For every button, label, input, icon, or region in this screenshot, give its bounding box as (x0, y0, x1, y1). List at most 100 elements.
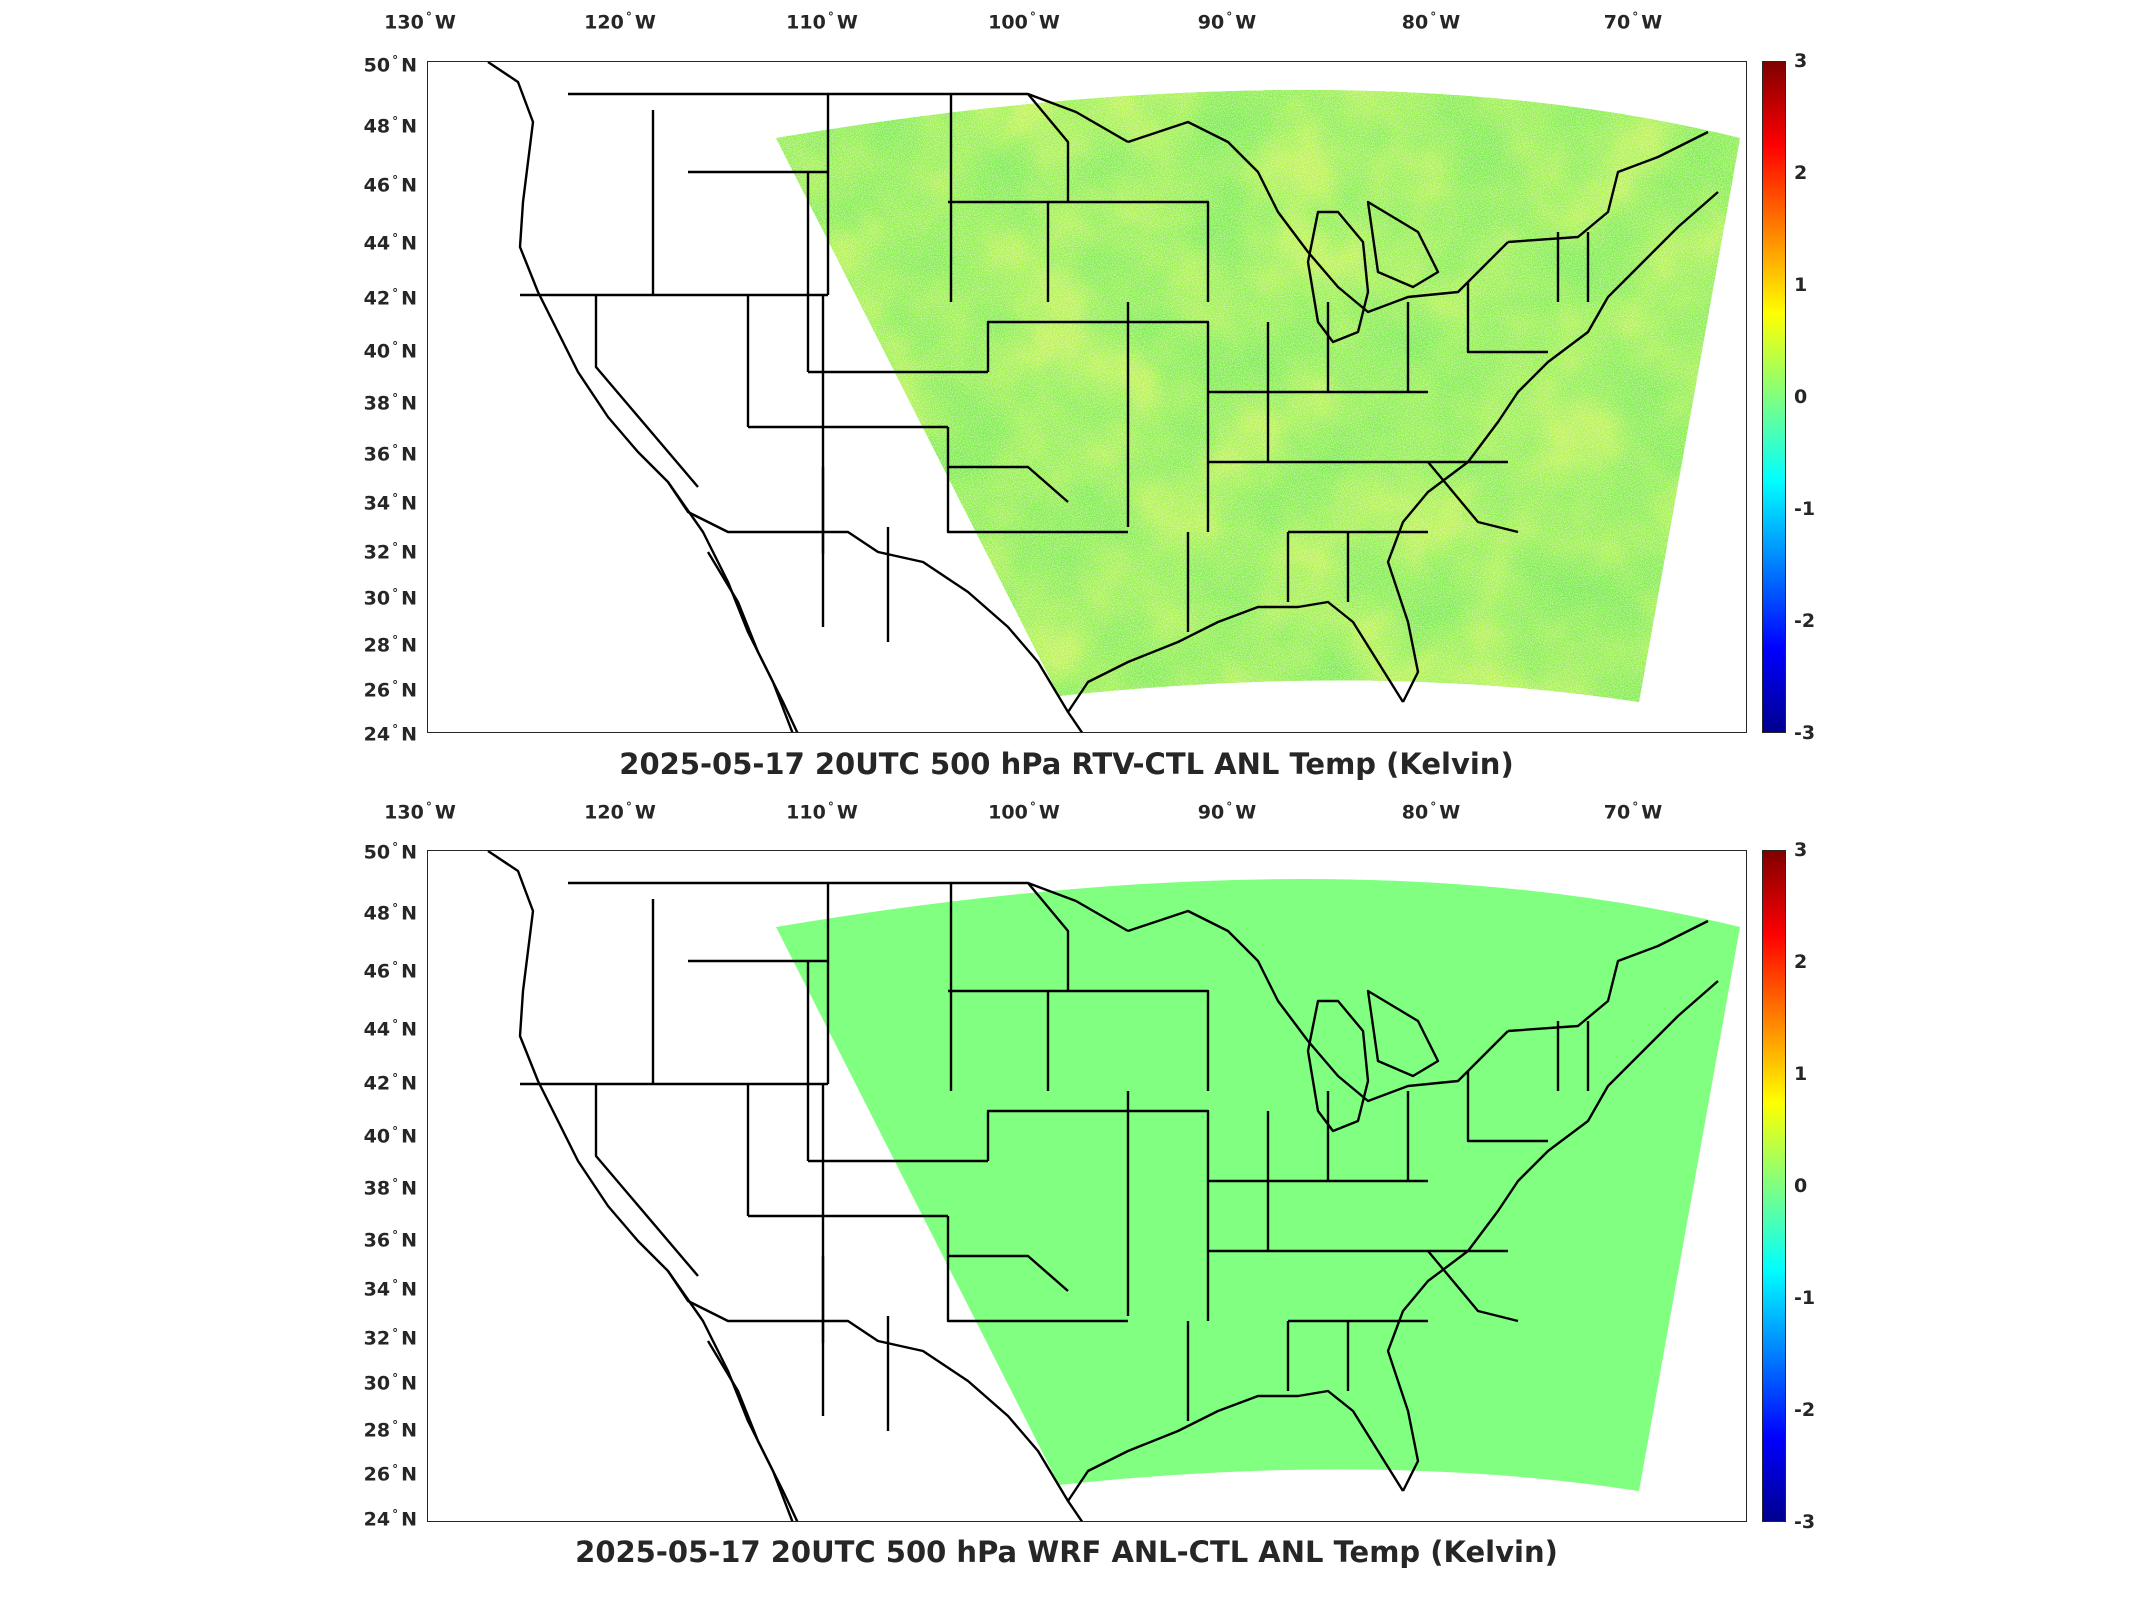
longitude-tick-label: 80 ° W (1401, 800, 1461, 824)
boundary-line (823, 1319, 1070, 1502)
longitude-tick-label: 110 ° W (786, 10, 858, 34)
latitude-tick-label: 40 ° N (363, 339, 417, 363)
boundary-line (1466, 282, 1548, 354)
colorbar-tick-label: 3 (1794, 50, 1808, 72)
boundary-line (594, 1084, 699, 1277)
latitude-tick-label: 34 ° N (363, 491, 417, 515)
boundary-line (1027, 93, 1070, 202)
colorbar-tick-label: 2 (1794, 162, 1808, 184)
latitude-tick-label: 26 ° N (363, 678, 417, 702)
colorbar-tick-label: 1 (1794, 1063, 1808, 1085)
boundary-line (1128, 989, 1210, 1091)
map-svg (487, 62, 1740, 732)
latitude-tick-label: 24 ° N (363, 1507, 417, 1531)
boundary-line (1427, 461, 1519, 534)
latitude-tick-label: 30 ° N (363, 1371, 417, 1395)
latitude-tick-label: 38 ° N (363, 1176, 417, 1200)
latitude-tick-label: 34 ° N (363, 1277, 417, 1301)
boundary-line (1066, 1389, 1405, 1521)
boundary-line (946, 1216, 1069, 1292)
colorbar-tick-label: 1 (1794, 274, 1808, 296)
longitude-tick-label: 70 ° W (1603, 800, 1663, 824)
boundary-line (1366, 200, 1440, 289)
latitude-tick-label: 32 ° N (363, 1326, 417, 1350)
latitude-tick-label: 48 ° N (363, 901, 417, 925)
boundary-line (667, 1270, 823, 1323)
latitude-tick-label: 44 ° N (363, 231, 417, 255)
colorbar-tick-label: -3 (1794, 722, 1816, 744)
latitude-tick-label: 46 ° N (363, 959, 417, 983)
boundary-line (1507, 919, 1709, 1033)
colorbar-tick-label: 0 (1794, 1175, 1808, 1197)
latitude-tick-label: 36 ° N (363, 442, 417, 466)
colorbar-tick-label: 0 (1794, 386, 1808, 408)
boundary-line (568, 92, 1129, 144)
boundary-line (1507, 130, 1709, 244)
panel-title: 2025-05-17 20UTC 500 hPa WRF ANL-CTL ANL… (575, 1535, 1558, 1569)
longitude-tick-label: 130 ° W (384, 10, 456, 34)
latitude-tick-label: 42 ° N (363, 1071, 417, 1095)
colorbar-tick-label: -2 (1794, 610, 1816, 632)
latitude-tick-label: 24 ° N (363, 722, 417, 746)
analysis-difference-field (776, 90, 1740, 702)
boundary-line (1427, 1250, 1519, 1323)
latitude-tick-label: 40 ° N (363, 1124, 417, 1148)
bottom-panel: 130 ° W 120 ° W 110 ° W 100 ° W 90 ° W 80 ° W 70 ° W 50 ° N 48 °… (0, 790, 2133, 1600)
map-plot-area (427, 61, 1747, 733)
longitude-tick-label: 100 ° W (988, 10, 1060, 34)
boundary-line (986, 1109, 1128, 1161)
latitude-tick-label: 30 ° N (363, 586, 417, 610)
longitude-tick-label: 80 ° W (1401, 10, 1461, 34)
boundary-line (823, 530, 1070, 713)
boundary-line (1127, 909, 1509, 1103)
longitude-tick-label: 100 ° W (988, 800, 1060, 824)
longitude-tick-label: 110 ° W (786, 800, 858, 824)
latitude-tick-label: 28 ° N (363, 1418, 417, 1442)
colorbar-tick-label: 2 (1794, 951, 1808, 973)
latitude-tick-label: 32 ° N (363, 540, 417, 564)
boundary-line (986, 320, 1128, 372)
latitude-tick-label: 48 ° N (363, 114, 417, 138)
latitude-tick-label: 28 ° N (363, 633, 417, 657)
longitude-tick-label: 70 ° W (1603, 10, 1663, 34)
boundary-line (706, 1340, 799, 1521)
colorbar-tick-label: -1 (1794, 1287, 1816, 1309)
state-and-coast-boundaries (487, 62, 1719, 732)
boundary-line (1366, 989, 1440, 1078)
boundary-line (1128, 200, 1210, 302)
boundary-line (706, 551, 799, 732)
top-panel: 130 ° W 120 ° W 110 ° W 100 ° W 90 ° W 80 ° W 70 ° W 50 ° N 48 °… (0, 0, 2133, 790)
latitude-tick-label: 26 ° N (363, 1462, 417, 1486)
latitude-tick-label: 50 ° N (363, 840, 417, 864)
boundary-line (594, 295, 699, 488)
colorbar-tick-label: -3 (1794, 1511, 1816, 1533)
boundary-line (568, 881, 1129, 933)
longitude-tick-label: 120 ° W (584, 800, 656, 824)
boundary-line (667, 481, 823, 534)
colorbar (1762, 850, 1786, 1522)
panel-title: 2025-05-17 20UTC 500 hPa RTV-CTL ANL Tem… (619, 747, 1514, 781)
boundary-line (1066, 600, 1405, 732)
boundary-line (1306, 210, 1370, 344)
latitude-tick-label: 46 ° N (363, 173, 417, 197)
boundary-line (1466, 1071, 1548, 1143)
latitude-tick-label: 38 ° N (363, 391, 417, 415)
state-and-coast-boundaries (487, 851, 1719, 1521)
boundary-line (1127, 120, 1509, 314)
latitude-tick-label: 50 ° N (363, 53, 417, 77)
longitude-tick-label: 130 ° W (384, 800, 456, 824)
map-plot-area (427, 850, 1747, 1522)
latitude-tick-label: 36 ° N (363, 1228, 417, 1252)
boundary-line (1306, 999, 1370, 1133)
colorbar (1762, 61, 1786, 733)
longitude-tick-label: 120 ° W (584, 10, 656, 34)
colorbar-tick-label: -2 (1794, 1399, 1816, 1421)
longitude-tick-label: 90 ° W (1197, 10, 1257, 34)
longitude-tick-label: 90 ° W (1197, 800, 1257, 824)
colorbar-tick-label: -1 (1794, 498, 1816, 520)
latitude-tick-label: 44 ° N (363, 1017, 417, 1041)
map-svg (487, 851, 1740, 1521)
boundary-line (946, 1256, 1128, 1323)
boundary-line (1386, 191, 1719, 703)
boundary-line (1386, 980, 1719, 1492)
